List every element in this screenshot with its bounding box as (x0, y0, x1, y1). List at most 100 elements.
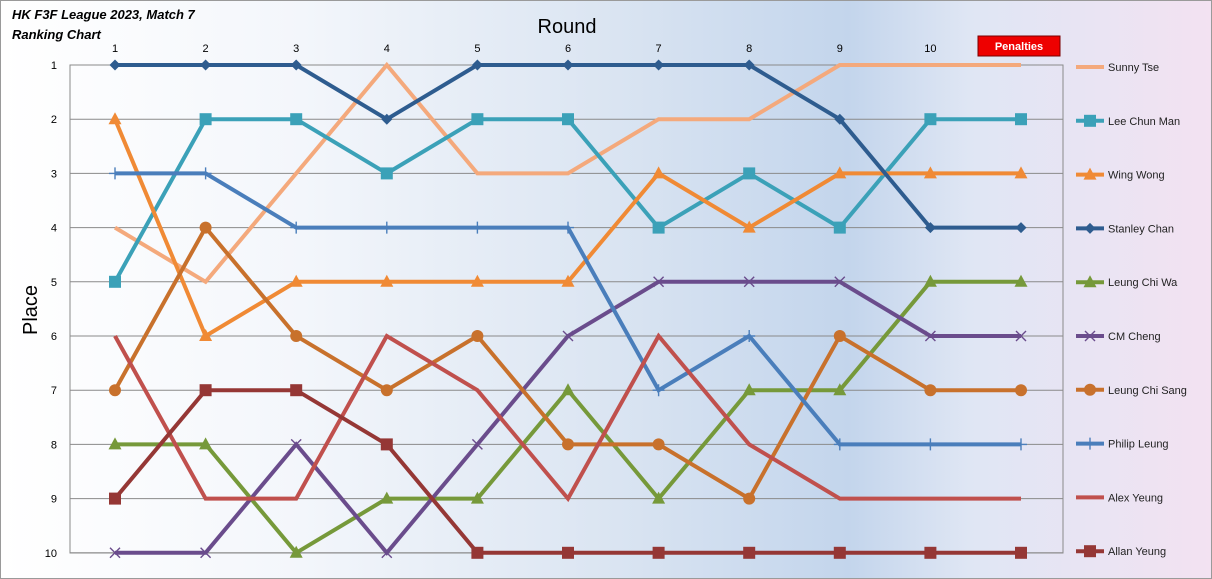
legend-label: Lee Chun Man (1108, 116, 1180, 128)
y-tick-label: 10 (45, 548, 57, 560)
data-point (290, 221, 303, 234)
data-point (562, 113, 574, 126)
data-point (199, 437, 213, 450)
series-line (115, 279, 1021, 556)
data-point (924, 438, 937, 451)
legend-item: Lee Chun Man (1076, 114, 1180, 128)
series-lines (108, 59, 1028, 559)
series-lee-chun-man (109, 113, 1027, 288)
data-point (1014, 274, 1028, 287)
series-cm-cheng (109, 276, 1027, 559)
legend-item: Alex Yeung (1076, 492, 1163, 504)
data-point (652, 438, 665, 451)
series-line (113, 388, 1021, 555)
data-point (290, 330, 303, 342)
legend-label: Allan Yeung (1108, 546, 1166, 558)
data-point (924, 330, 936, 342)
legend-item: CM Cheng (1076, 330, 1161, 343)
y-axis-title: Place (20, 285, 42, 335)
data-point (562, 546, 574, 559)
x-tick-label: 4 (384, 43, 390, 55)
legend: Sunny Tse Lee Chun Man Wing Wong Stanley Ch… (1076, 62, 1187, 558)
series-philip-leung (109, 167, 1027, 451)
data-point (290, 438, 302, 450)
data-point (1015, 438, 1027, 451)
x-tick-label: 8 (746, 43, 752, 55)
data-point (199, 221, 212, 234)
x-tick-label: 7 (656, 43, 662, 55)
data-point (653, 276, 665, 288)
data-point (1083, 275, 1097, 288)
data-point (833, 546, 846, 559)
data-point (109, 547, 121, 559)
data-point (652, 384, 665, 397)
data-point (1083, 167, 1097, 180)
data-point (653, 59, 665, 71)
data-point (1015, 384, 1027, 397)
data-point (200, 547, 212, 559)
data-point (833, 166, 847, 179)
y-tick-label: 1 (51, 60, 57, 72)
data-point (924, 113, 937, 126)
penalties-badge (977, 35, 1061, 57)
data-point (470, 274, 484, 287)
data-point (924, 384, 937, 397)
data-point (1084, 545, 1096, 558)
series-alex-yeung (113, 332, 1021, 503)
data-point (380, 221, 393, 234)
data-point (561, 274, 575, 287)
legend-item: Sunny Tse (1076, 62, 1159, 74)
legend-item: Wing Wong (1076, 167, 1165, 182)
series-allan-yeung (109, 384, 1027, 559)
data-point (108, 437, 122, 450)
series-line (115, 279, 1021, 556)
series-line (115, 63, 1021, 230)
legend-label: Leung Chi Sang (1108, 385, 1187, 397)
data-point (1015, 222, 1027, 234)
data-point (652, 491, 666, 504)
legend-label: Philip Leung (1108, 439, 1169, 451)
data-point (199, 384, 212, 397)
data-point (923, 274, 937, 287)
x-tick-label: 1 (112, 43, 118, 55)
series-leung-chi-sang (109, 221, 1027, 505)
data-point (561, 383, 575, 396)
data-point (199, 167, 212, 180)
data-point (380, 438, 393, 451)
data-point (199, 113, 212, 126)
data-point (652, 546, 665, 559)
x-tick-label: 10 (924, 43, 936, 55)
series-leung-chi-wa (108, 274, 1028, 558)
data-point (743, 276, 755, 288)
data-point (834, 276, 846, 288)
x-tick-label: 6 (565, 43, 571, 55)
data-point (742, 220, 756, 233)
data-point (470, 491, 484, 504)
data-point (109, 59, 121, 71)
data-point (833, 438, 846, 451)
series-stanley-chan (109, 59, 1027, 234)
data-point (562, 221, 574, 234)
data-point (471, 59, 483, 71)
data-point (1015, 546, 1027, 559)
series-line (113, 224, 1021, 502)
data-point (833, 330, 846, 342)
legend-label: CM Cheng (1108, 331, 1161, 343)
data-point (1015, 113, 1027, 126)
data-point (834, 113, 846, 125)
y-tick-label: 9 (51, 494, 57, 506)
chart-subtitle: Ranking Chart (12, 27, 102, 42)
data-point (108, 112, 122, 125)
legend-item: Leung Chi Sang (1076, 383, 1187, 397)
data-point (652, 221, 665, 234)
chart-title: HK F3F League 2023, Match 7 (12, 7, 196, 22)
data-point (109, 167, 121, 180)
y-tick-label: 7 (51, 385, 57, 397)
data-point (743, 167, 756, 180)
y-tick-label: 6 (51, 331, 57, 343)
y-tick-label: 2 (51, 114, 57, 126)
legend-label: Wing Wong (1108, 170, 1165, 182)
x-tick-label: 9 (837, 43, 843, 55)
